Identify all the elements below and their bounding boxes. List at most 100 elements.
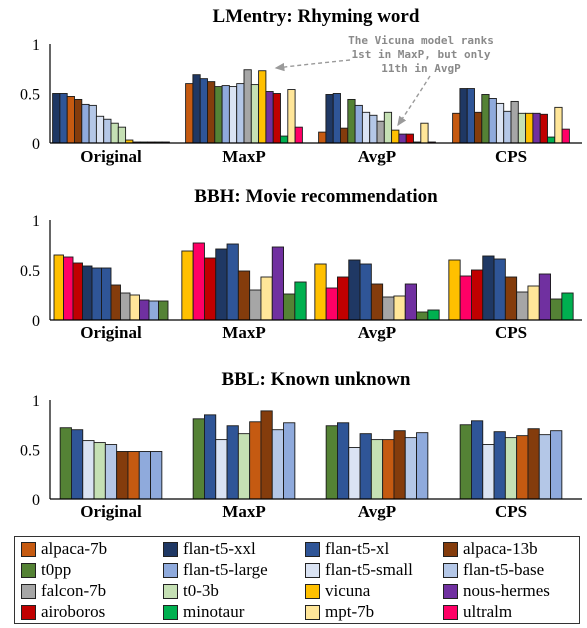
bar-vicuna (314, 263, 327, 321)
bar-flan-t5-small (95, 115, 105, 144)
bar-flan-t5-base (88, 104, 97, 144)
bar-vicuna (53, 254, 64, 321)
bar-alpaca-13b (527, 428, 540, 500)
bar-minotaur (547, 136, 556, 144)
bar-t0pp (158, 300, 169, 321)
bar-minotaur (280, 135, 289, 144)
bar-flan-t5-base (103, 118, 112, 144)
bar-flan-t5-large (150, 451, 163, 500)
bar-flan-t5-xxl (325, 94, 334, 144)
bar-t0-3b (110, 122, 119, 144)
bar-alpaca-13b (393, 430, 406, 500)
bar-flan-t5-xxl (52, 93, 61, 144)
category-label: Original (80, 502, 142, 521)
category-label: MaxP (222, 147, 265, 166)
bar-nous-hermes (398, 133, 407, 144)
bar-flan-t5-xl (359, 433, 372, 500)
bar-flan-t5-large (221, 85, 230, 144)
category-label: CPS (495, 323, 527, 342)
bar-falcon-7b (249, 289, 262, 321)
bar-airoboros (337, 276, 350, 321)
bar-flan-t5-base (404, 437, 418, 500)
bar-flan-t5-large (138, 451, 152, 500)
legend-label: falcon-7b (41, 581, 107, 600)
legend-label: flan-t5-xl (325, 539, 390, 558)
bar-falcon-7b (516, 291, 529, 321)
bar-nous-hermes (532, 112, 541, 144)
legend-item-mpt-7b: mpt-7b (305, 602, 374, 622)
category-label: AvgP (358, 323, 396, 342)
bar-airoboros (272, 93, 281, 144)
bar-t0pp (550, 298, 563, 321)
bar-flan-t5-large (416, 432, 429, 500)
bar-flan-t5-xxl (192, 74, 201, 144)
bar-mpt-7b (527, 285, 540, 321)
bar-flan-t5-xl (199, 78, 208, 144)
bar-t0-3b (504, 437, 518, 500)
legend-label: nous-hermes (463, 581, 550, 600)
bar-airoboros (72, 262, 83, 321)
bar-flan-t5-base (236, 83, 245, 144)
bar-mpt-7b (287, 89, 296, 144)
bar-t0-3b (383, 111, 393, 144)
legend-label: t0pp (41, 560, 72, 579)
bar-alpaca-13b (370, 283, 384, 321)
chart-panel-2: BBH: Movie recommendation 0 0.5 1 Original Ma… (20, 186, 582, 342)
legend-item-flan-t5-xl: flan-t5-xl (305, 539, 389, 559)
legend-swatch (21, 562, 36, 578)
bar-ultralm (459, 275, 472, 321)
bar-t0-3b (93, 442, 106, 500)
bar-nous-hermes (139, 299, 150, 321)
bar-flan-t5-xxl (82, 265, 93, 321)
category-label: AvgP (358, 147, 396, 166)
bar-t0-3b (250, 84, 260, 144)
y-tick-label: 0.5 (20, 87, 40, 104)
bar-t0pp (481, 94, 490, 144)
bar-flan-t5-xl (59, 93, 68, 144)
bar-t0pp (214, 86, 223, 144)
y-tick-label: 1 (32, 37, 40, 54)
bar-alpaca-7b (249, 421, 262, 500)
bar-flan-t5-small (495, 102, 505, 144)
legend: alpaca-7b flan-t5-xxl flan-t5-xl alpaca-13b… (14, 536, 580, 624)
legend-swatch (443, 604, 458, 620)
bar-t0pp (416, 311, 429, 321)
bar-flan-t5-base (538, 434, 552, 500)
bar-flan-t5-xl (101, 267, 112, 321)
legend-swatch (443, 583, 458, 599)
bar-flan-t5-small (82, 440, 95, 500)
bar-flan-t5-large (148, 300, 159, 321)
annotation-arrow-maxp (274, 59, 351, 72)
legend-label: minotaur (183, 602, 245, 621)
bar-falcon-7b (382, 296, 395, 321)
bar-flan-t5-small (215, 439, 228, 500)
bar-flan-t5-base (369, 114, 378, 144)
bar-flan-t5-xl (332, 93, 341, 144)
chart-title: BBH: Movie recommendation (194, 186, 438, 207)
legend-label: flan-t5-base (463, 560, 545, 579)
bar-flan-t5-xxl (482, 255, 495, 321)
legend-item-ultralm: ultralm (443, 602, 512, 622)
bar-t0-3b (117, 126, 127, 144)
bar-flan-t5-xl (91, 267, 102, 321)
legend-item-alpaca-13b: alpaca-13b (443, 539, 538, 559)
bar-alpaca-13b (504, 276, 518, 321)
bar-flan-t5-xl (70, 429, 84, 500)
y-tick-label: 0 (32, 136, 40, 153)
bar-alpaca-13b (116, 451, 129, 500)
legend-item-vicuna: vicuna (305, 581, 370, 601)
legend-swatch (163, 583, 178, 599)
bar-alpaca-7b (185, 83, 194, 144)
bar-nous-hermes (538, 273, 552, 321)
legend-label: alpaca-7b (41, 539, 108, 558)
legend-label: alpaca-13b (463, 539, 538, 558)
bar-falcon-7b (120, 292, 131, 321)
bar-flan-t5-xl (493, 431, 506, 500)
legend-label: flan-t5-xxl (183, 539, 256, 558)
chart-panel-1: LMentry: Rhyming word 0 0.5 1 Original MaxP Av… (20, 6, 582, 166)
category-label: MaxP (222, 502, 265, 521)
bar-vicuna (391, 129, 400, 144)
bar-t0pp (283, 293, 296, 321)
bar-falcon-7b (510, 100, 519, 144)
y-tick-label: 0 (32, 492, 40, 509)
